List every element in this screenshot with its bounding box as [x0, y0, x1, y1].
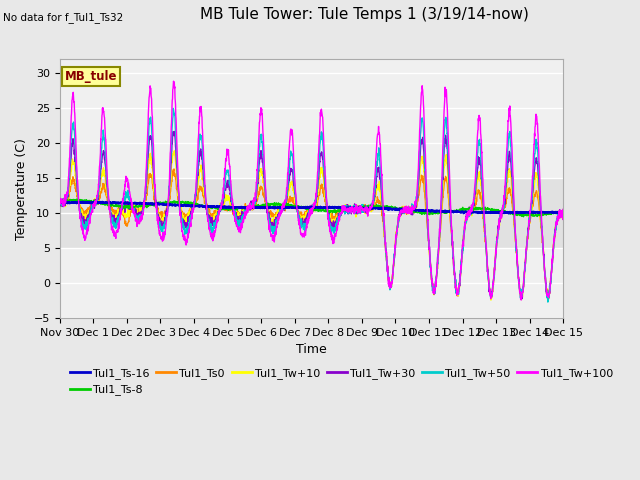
X-axis label: Time: Time — [296, 343, 327, 356]
Legend: Tul1_Ts-16, Tul1_Ts-8, Tul1_Ts0, Tul1_Tw+10, Tul1_Tw+30, Tul1_Tw+50, Tul1_Tw+100: Tul1_Ts-16, Tul1_Ts-8, Tul1_Ts0, Tul1_Tw… — [65, 363, 618, 400]
Text: No data for f_Tul1_Ts32: No data for f_Tul1_Ts32 — [3, 12, 124, 23]
Y-axis label: Temperature (C): Temperature (C) — [15, 138, 28, 240]
Text: MB Tule Tower: Tule Temps 1 (3/19/14-now): MB Tule Tower: Tule Temps 1 (3/19/14-now… — [200, 7, 529, 22]
Bar — [60, 178, 563, 248]
Text: MB_tule: MB_tule — [65, 70, 117, 83]
